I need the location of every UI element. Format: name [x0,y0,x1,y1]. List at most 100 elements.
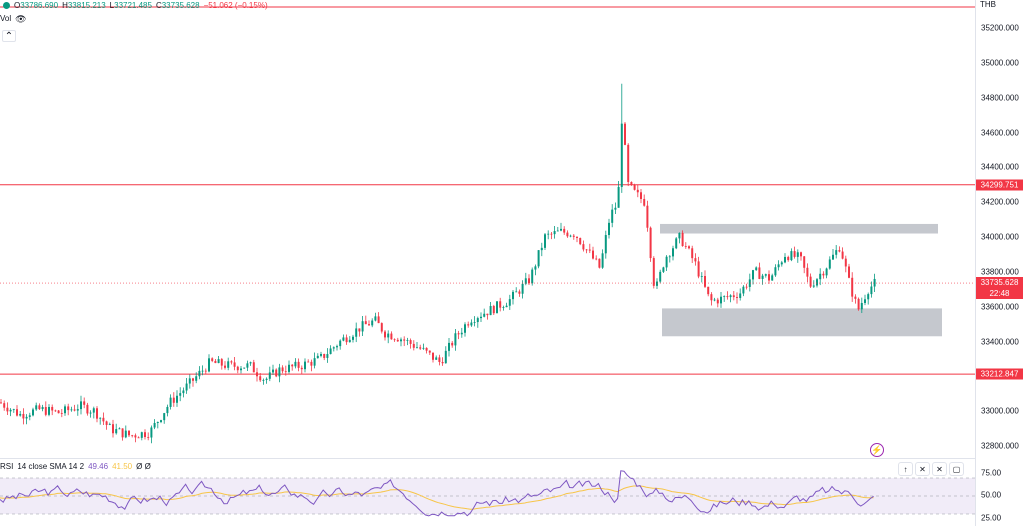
low-value: 33721.485 [114,0,152,10]
candle-body [259,376,262,381]
rsi-tick-label: 25.00 [981,513,1002,522]
candle-body [92,408,95,413]
candle-body [291,364,294,367]
candle-body [473,322,476,323]
candle-body [169,397,172,407]
candle-body [51,406,54,411]
candle-body [102,417,105,422]
candle-body [665,256,668,268]
candle-body [128,430,130,436]
candle-body [67,406,70,411]
price-tick-label: 32800.000 [981,441,1019,451]
candle-body [201,370,204,372]
candle-body [681,232,684,247]
candle-body [172,397,175,403]
candle-body [668,256,671,258]
candle-body [329,348,332,355]
candle-body [310,361,313,366]
candle-body [764,274,767,276]
candle-body [544,234,546,248]
candle-body [777,264,780,268]
candle-body [713,299,716,301]
candle-body [252,362,255,373]
candle-body [70,409,73,411]
candle-body [377,316,380,324]
candle-body [579,237,582,245]
eye-slash-icon[interactable]: 👁 [15,14,27,24]
candle-body [848,266,850,278]
candle-body [742,286,745,294]
maximize-pane-button[interactable]: ▢ [949,462,964,476]
candle-body [268,372,271,379]
candle-body [515,291,518,293]
volume-legend[interactable]: Vol 👁 [0,13,27,25]
close-value: 33735.628 [161,0,200,10]
candle-body [691,248,694,259]
candle-body [662,267,665,272]
price-axis[interactable]: THB 35200.000 35000.000 34800.000 34600.000… [975,0,1024,526]
ohlc-legend: O33786.690 H33815.213 L33721.485 C33735.… [0,0,400,10]
candle-body [48,406,50,415]
candle-body [137,437,140,439]
candle-body [675,238,678,249]
level-tag-upper: 34299.751 [976,179,1023,191]
candle-body [726,296,729,298]
price-tick-label: 34800.000 [981,93,1019,103]
pane-controls: ↑ ✕ ✕ ▢ [898,462,964,476]
candle-body [294,361,297,367]
candle-body [633,184,636,190]
candle-body [224,365,226,368]
candle-body [179,393,182,396]
price-chart[interactable] [0,0,975,458]
candle-body [489,305,492,316]
candle-body [614,207,617,210]
candle-body [841,251,844,259]
candle-body [368,324,370,326]
candle-body [387,333,390,338]
collapse-pane-button[interactable]: ✕ [915,462,930,476]
candle-body [124,430,127,438]
candle-body [825,268,828,276]
candle-body [182,390,185,394]
price-tick-label: 35000.000 [981,58,1019,68]
candle-body [454,333,457,346]
candle-body [851,277,854,297]
candle-body [800,252,802,257]
candle-body [230,361,233,363]
candle-body [819,273,822,280]
candle-body [448,342,450,351]
move-pane-up-button[interactable]: ↑ [898,462,913,476]
candle-body [374,316,377,321]
candle-body [745,286,748,288]
candle-body [512,291,514,300]
candle-body [211,358,214,361]
candle-body [822,273,825,276]
candle-body [838,250,841,252]
open-value: 33786.690 [20,0,59,10]
candle-body [390,333,393,340]
candle-body [624,123,626,145]
rsi-panel[interactable] [0,458,975,526]
current-price-value: 33735.628 [980,278,1019,288]
rsi-value: 49.46 [88,462,109,471]
candle-body [524,278,527,284]
candle-body [416,347,418,349]
candle-body [25,416,28,419]
candle-body [176,395,178,403]
candle-body [598,258,601,268]
candle-body [342,337,345,341]
candle-body [313,358,316,366]
candle-body [758,267,761,279]
candle-body [572,235,575,237]
rsi-sma-line [0,485,874,510]
candle-body [438,357,441,363]
collapse-legend-button[interactable]: ⌃ [2,30,16,42]
candle-body [64,406,66,414]
candle-body [192,378,194,381]
candle-body [400,339,402,342]
close-pane-button[interactable]: ✕ [932,462,947,476]
candle-body [249,362,252,364]
candle-body [246,363,249,368]
lightning-icon[interactable]: ⚡ [870,443,884,457]
candle-body [358,328,361,332]
